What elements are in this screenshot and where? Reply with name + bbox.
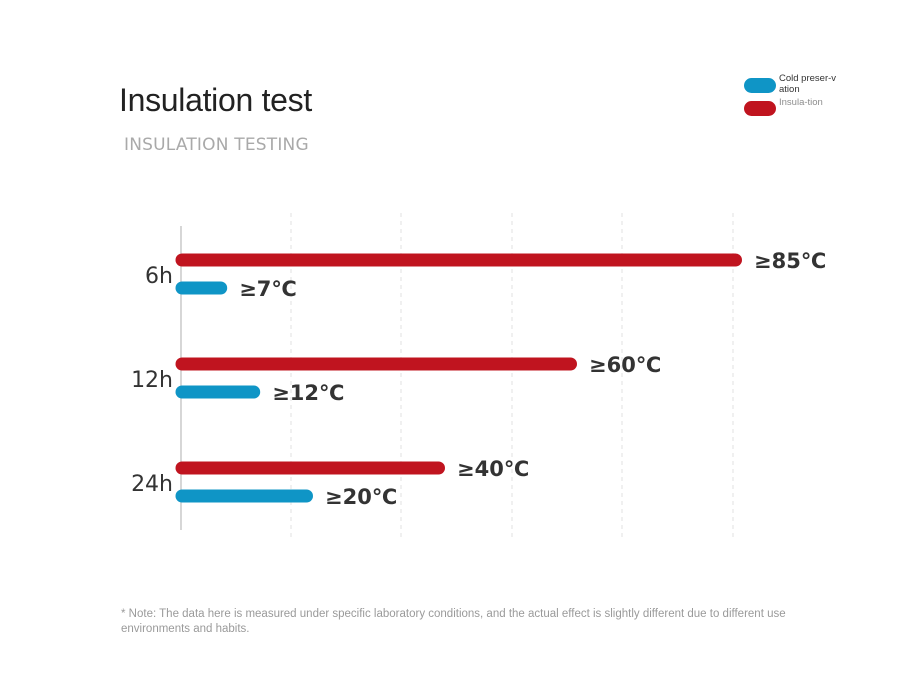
cold-value-label-24h: ≥20℃ <box>325 485 397 509</box>
category-label-12h: 12h <box>131 368 173 393</box>
category-label-24h: 24h <box>131 472 173 497</box>
category-label-6h: 6h <box>145 264 173 289</box>
insulation-value-label-12h: ≥60℃ <box>589 353 661 377</box>
chart-title: Insulation test <box>119 82 312 118</box>
legend-label-insulation: Insula-tion <box>779 97 823 108</box>
insulation-value-label-6h: ≥85℃ <box>754 249 826 273</box>
chart-subtitle: INSULATION TESTING <box>124 135 309 155</box>
footnote: * Note: The data here is measured under … <box>121 608 786 635</box>
cold-value-label-6h: ≥7℃ <box>239 277 297 301</box>
legend-label-cold: Cold preser-vation <box>779 73 837 95</box>
insulation-value-label-24h: ≥40℃ <box>457 457 529 481</box>
cold-value-label-12h: ≥12℃ <box>272 381 344 405</box>
legend-swatch-insulation <box>744 101 776 116</box>
legend-swatch-cold <box>744 78 776 93</box>
